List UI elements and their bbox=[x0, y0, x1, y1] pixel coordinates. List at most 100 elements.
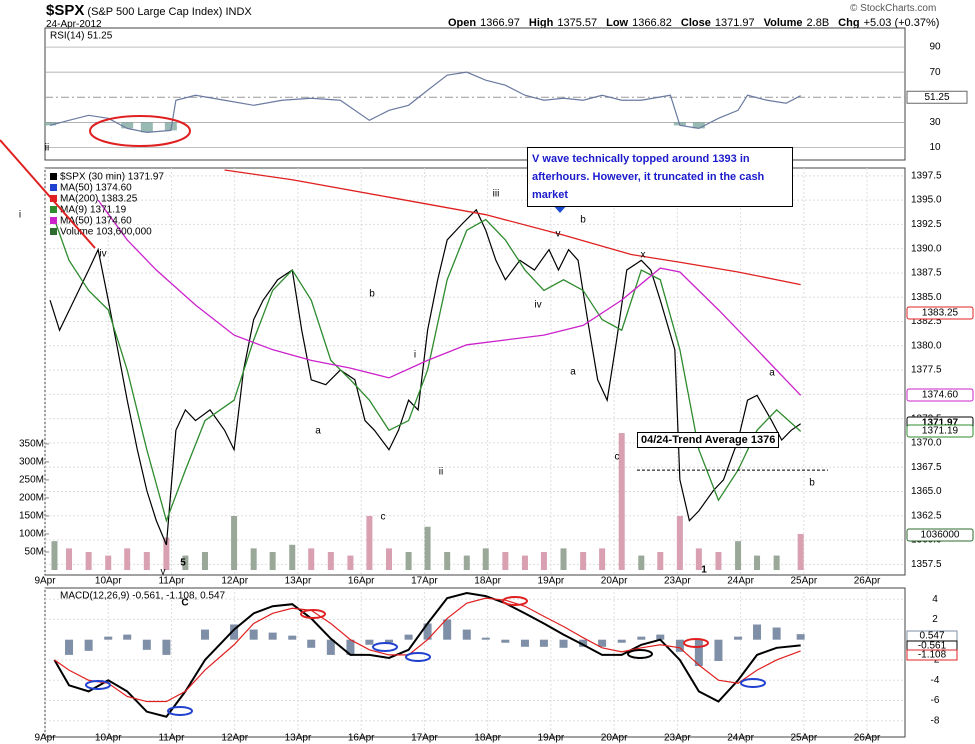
volume-bar bbox=[482, 548, 489, 570]
wave-label: c bbox=[615, 452, 620, 463]
legend-entry: MA(50) 1374.60 bbox=[60, 216, 132, 227]
volume-bar bbox=[773, 555, 780, 570]
stat-label: Low bbox=[606, 17, 629, 29]
legend-swatch bbox=[50, 195, 57, 202]
y-tick-label: 1390.0 bbox=[911, 243, 942, 254]
wave-label: i bbox=[19, 210, 21, 221]
volume-bar bbox=[143, 551, 150, 570]
macd-histogram bbox=[346, 639, 355, 655]
x-tick-label: 20Apr bbox=[601, 576, 628, 587]
panel bbox=[44, 27, 906, 161]
volume-bar bbox=[386, 548, 392, 570]
y-tick-label: 1357.5 bbox=[911, 559, 942, 570]
macd-histogram bbox=[288, 635, 297, 640]
series-line bbox=[224, 169, 801, 286]
x-tick-label: 13Apr bbox=[285, 576, 312, 587]
volume-bar bbox=[269, 551, 276, 570]
wave-label: v bbox=[161, 567, 166, 578]
x-tick-label: 26Apr bbox=[854, 576, 881, 587]
y-tick-label: 1385.0 bbox=[911, 292, 942, 303]
y-tick-label: 1392.5 bbox=[911, 219, 942, 230]
date: 24-Apr-2012 bbox=[46, 19, 102, 30]
macd-histogram bbox=[443, 619, 452, 640]
legend-entry: $SPX (30 min) 1371.97 bbox=[60, 172, 164, 183]
price-tag-label: 1371.97 bbox=[922, 418, 959, 429]
macd-histogram bbox=[501, 639, 510, 643]
price-tag-label: 1371.19 bbox=[922, 426, 959, 437]
macd-histogram bbox=[230, 624, 239, 640]
macd-tag-label: -0.561 bbox=[918, 641, 947, 652]
stat-value: +5.03 (+0.37%) bbox=[863, 17, 940, 29]
volume-tick-label: 150M bbox=[19, 511, 44, 522]
volume-bar bbox=[231, 515, 238, 570]
macd-histogram bbox=[796, 634, 805, 640]
y-tick-label: 1365.0 bbox=[911, 486, 942, 497]
macd-histogram bbox=[307, 639, 316, 648]
volume-bar bbox=[124, 548, 131, 570]
volume-bar bbox=[163, 537, 170, 570]
highlight bbox=[167, 706, 193, 716]
macd-tick-label: 2 bbox=[932, 614, 938, 625]
wave-label: a bbox=[315, 426, 321, 437]
highlight bbox=[740, 678, 766, 688]
stat-value: 1371.97 bbox=[714, 17, 755, 29]
stat-label: Close bbox=[680, 17, 711, 29]
wave-label: i bbox=[414, 350, 416, 361]
volume-bar bbox=[715, 551, 722, 570]
volume-bar bbox=[521, 555, 528, 570]
x-tick-label: 10Apr bbox=[95, 733, 122, 744]
highlight bbox=[372, 642, 398, 652]
macd-histogram bbox=[326, 639, 335, 655]
macd-histogram bbox=[462, 629, 471, 640]
volume-bar bbox=[540, 551, 547, 570]
header: $SPX (S&P 500 Large Cap Index) INDX bbox=[46, 2, 252, 19]
volume-tick-label: 200M bbox=[19, 493, 44, 504]
legend-swatch bbox=[50, 217, 57, 224]
highlight bbox=[89, 115, 191, 147]
x-tick-label: 24Apr bbox=[727, 576, 754, 587]
annotation-box: V wave technically topped around 1393 in… bbox=[527, 147, 793, 207]
wave-label: a bbox=[769, 368, 775, 379]
volume-bar bbox=[250, 548, 257, 570]
macd-histogram bbox=[142, 639, 151, 650]
volume-tick-label: 250M bbox=[19, 475, 44, 486]
legend-swatch bbox=[50, 173, 57, 180]
price-tag bbox=[906, 424, 974, 438]
exchange: INDX bbox=[225, 6, 252, 18]
rsi-tick-label: 30 bbox=[929, 117, 941, 128]
y-tick-label: 1377.5 bbox=[911, 365, 942, 376]
stats: Open 1366.97 High 1375.57 Low 1366.82 Close 137… bbox=[448, 17, 948, 29]
volume-bar bbox=[308, 548, 315, 570]
x-tick-label: 13Apr bbox=[285, 733, 312, 744]
highlight bbox=[300, 609, 326, 619]
macd-tag bbox=[906, 649, 958, 661]
wave-label: C bbox=[181, 598, 188, 609]
volume-bar bbox=[618, 433, 625, 570]
volume-bar bbox=[51, 541, 58, 570]
macd-histogram bbox=[559, 639, 568, 648]
rsi-legend: RSI(14) 51.25 bbox=[50, 31, 113, 42]
macd-histogram bbox=[481, 637, 490, 640]
x-tick-label: 16Apr bbox=[348, 733, 375, 744]
volume-bar bbox=[797, 533, 804, 570]
volume-bar bbox=[85, 551, 92, 570]
legend-swatch bbox=[50, 184, 57, 191]
x-tick-label: 9Apr bbox=[34, 576, 56, 587]
macd-histogram bbox=[104, 636, 113, 640]
macd-histogram bbox=[65, 639, 74, 655]
series-line bbox=[53, 218, 802, 523]
credit: © StockCharts.com bbox=[850, 3, 937, 14]
y-tick-label: 1395.0 bbox=[911, 195, 942, 206]
volume-bar bbox=[754, 555, 761, 570]
legend-swatch bbox=[50, 206, 57, 213]
wave-label: 5 bbox=[180, 558, 186, 569]
macd-histogram bbox=[772, 627, 781, 640]
wave-label: v bbox=[556, 229, 561, 240]
highlight bbox=[502, 596, 528, 606]
subtitle: (S&P 500 Large Cap Index) bbox=[87, 6, 223, 18]
legend-entry: MA(200) 1383.25 bbox=[60, 194, 138, 205]
rsi-line bbox=[49, 71, 801, 133]
macd-histogram bbox=[249, 629, 258, 640]
price-tag bbox=[906, 528, 974, 542]
